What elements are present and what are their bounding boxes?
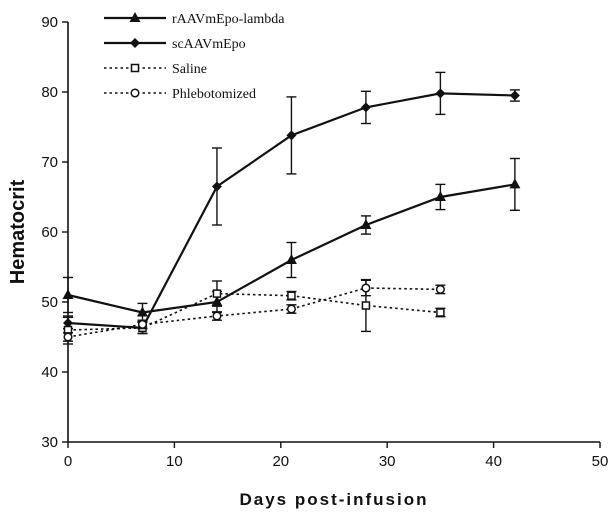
legend: rAAVmEpo-lambda scAAVmEpo Saline Phlebotomi… xyxy=(104,12,285,102)
data-point xyxy=(436,308,445,317)
legend-label: Phlebotomized xyxy=(172,87,256,102)
x-tick-label: 10 xyxy=(166,453,183,470)
data-point xyxy=(509,178,521,189)
data-point xyxy=(285,254,297,264)
x-axis-title: Days post-infusion xyxy=(239,490,428,509)
data-point xyxy=(360,102,371,113)
series-layer xyxy=(62,71,521,345)
y-tick-label: 70 xyxy=(41,154,58,171)
data-point xyxy=(435,88,446,99)
y-tick-label: 40 xyxy=(41,364,58,381)
series-line xyxy=(67,287,441,338)
data-point xyxy=(287,291,296,300)
y-tick-label: 60 xyxy=(41,224,58,241)
x-tick-label: 50 xyxy=(592,453,609,470)
data-point xyxy=(434,191,446,201)
data-point xyxy=(211,181,222,192)
data-point xyxy=(212,311,222,321)
data-point xyxy=(63,332,73,342)
series-phlebotomized xyxy=(63,279,446,342)
data-point xyxy=(286,130,297,141)
legend-marker xyxy=(130,88,140,98)
legend-item: Phlebotomized xyxy=(104,87,256,102)
y-tick-label: 50 xyxy=(41,294,58,311)
x-tick-label: 40 xyxy=(485,453,502,470)
data-point xyxy=(361,301,371,310)
data-point xyxy=(435,284,445,294)
y-tick-label: 90 xyxy=(41,14,58,31)
x-tick-label: 0 xyxy=(64,453,72,470)
x-tick-label: 30 xyxy=(379,453,396,470)
data-point xyxy=(361,283,371,293)
y-axis-title: Hematocrit xyxy=(7,179,29,284)
y-tick-label: 30 xyxy=(41,434,58,451)
series-line xyxy=(67,292,441,331)
y-tick-label: 80 xyxy=(41,84,58,101)
legend-marker xyxy=(129,12,141,22)
data-point xyxy=(62,289,74,299)
data-point xyxy=(137,319,148,329)
legend-marker xyxy=(130,63,140,73)
legend-item: rAAVmEpo-lambda xyxy=(104,12,285,27)
data-point xyxy=(286,304,296,314)
legend-item: Saline xyxy=(104,62,207,77)
x-tick-label: 20 xyxy=(272,453,289,470)
data-point xyxy=(360,219,372,229)
legend-marker xyxy=(130,38,140,48)
legend-item: scAAVmEpo xyxy=(104,37,246,52)
axes: 30 40 50 60 70 80 90 0 10 20 30 40 50 xyxy=(41,14,608,470)
legend-label: Saline xyxy=(172,62,207,77)
data-point xyxy=(509,90,520,101)
data-point xyxy=(212,289,222,298)
legend-label: scAAVmEpo xyxy=(172,37,246,52)
legend-label: rAAVmEpo-lambda xyxy=(172,12,285,27)
data-point xyxy=(136,306,148,317)
series-scaavmepo xyxy=(63,71,520,335)
